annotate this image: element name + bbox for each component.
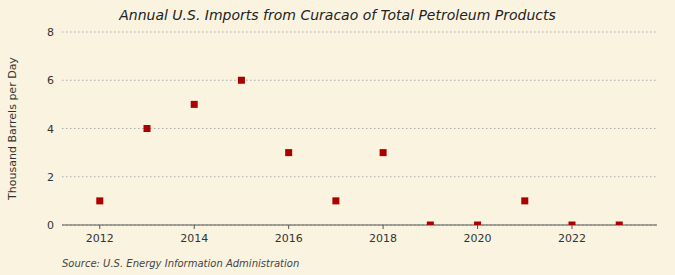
point: [569, 222, 576, 226]
x-axis-line: [62, 225, 657, 226]
point: [332, 197, 339, 204]
y-grid-line: [62, 176, 657, 177]
point: [144, 125, 151, 132]
y-grid-line: [62, 32, 657, 33]
x-tick-label: 2018: [369, 232, 397, 245]
y-tick-label: 0: [47, 219, 54, 232]
x-tick: [383, 225, 384, 229]
point: [238, 77, 245, 84]
source-note: Source: U.S. Energy Information Administ…: [62, 258, 299, 269]
point: [285, 149, 292, 156]
x-tick: [99, 225, 100, 229]
y-tick-label: 4: [47, 123, 54, 136]
point: [380, 149, 387, 156]
y-grid-line: [62, 80, 657, 81]
point: [521, 197, 528, 204]
point: [96, 197, 103, 204]
point: [616, 222, 623, 226]
x-tick-label: 2012: [86, 232, 114, 245]
x-tick: [572, 225, 573, 229]
point: [474, 222, 481, 226]
title: Annual U.S. Imports from Curacao of Tota…: [118, 7, 556, 23]
y-tick-label: 2: [47, 171, 54, 184]
x-tick-label: 2016: [275, 232, 303, 245]
point: [427, 222, 434, 226]
chart: 0 2 4 6 8 2012 2014 2016 2018 2020 2022 Annual U.S.…: [0, 0, 675, 275]
x-tick-label: 2014: [180, 232, 208, 245]
y-axis-label: Thousand Barrels per Day: [6, 57, 19, 201]
x-tick-label: 2020: [464, 232, 492, 245]
points: [96, 77, 622, 225]
y-grid: [62, 32, 657, 225]
y-grid-line: [62, 128, 657, 129]
y-grid-line: [62, 225, 657, 226]
point: [191, 101, 198, 108]
y-tick-label: 8: [47, 26, 54, 39]
x-tick: [477, 225, 478, 229]
x-tick-label: 2022: [558, 232, 586, 245]
x-tick: [288, 225, 289, 229]
y-tick-label: 6: [47, 74, 54, 87]
x-tick: [194, 225, 195, 229]
